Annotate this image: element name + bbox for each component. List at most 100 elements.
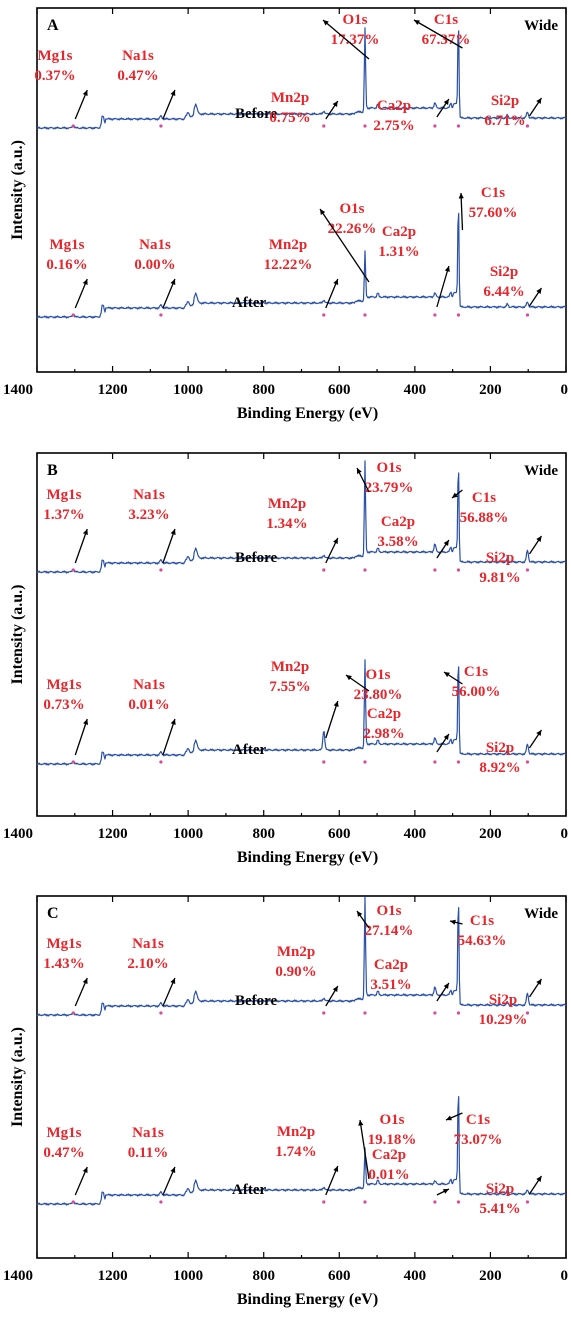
annotation-value: 2.75% [373, 118, 414, 134]
annotation-value: 0.47% [117, 68, 158, 84]
annotation-value: 0.47% [43, 1145, 84, 1161]
annotation-arrowhead [170, 1167, 176, 1173]
series-label-after: After [232, 1182, 266, 1198]
annotation-element: Na1s [133, 487, 165, 503]
x-tick-label: 200 [479, 1268, 502, 1284]
annotation-value: 0.01% [368, 1167, 409, 1183]
annotation-value: 12.22% [264, 257, 313, 273]
annotation-element: Ca2p [367, 706, 401, 722]
annotation-arrowhead [170, 279, 176, 285]
annotation-element: Si2p [489, 992, 517, 1008]
peak-marker [322, 760, 326, 764]
annotation-element: Si2p [486, 550, 514, 566]
annotation-element: C1s [470, 913, 494, 929]
annotation-element: Na1s [132, 1125, 164, 1141]
annotation-value: 17.37% [331, 32, 380, 48]
annotation-arrowhead [346, 675, 352, 681]
annotation-arrowhead [82, 978, 88, 984]
x-tick-label: 1200 [98, 826, 128, 842]
y-axis-title: Intensity (a.u.) [9, 1027, 26, 1127]
annotation-arrowhead [442, 1189, 449, 1194]
annotation-arrowhead [443, 983, 449, 989]
annotation-arrowhead [170, 529, 176, 535]
peak-marker [159, 124, 163, 128]
annotation-arrowhead [444, 672, 450, 678]
annotation-arrowhead [333, 701, 339, 707]
peak-marker [525, 1011, 530, 1015]
annotation-arrow [322, 19, 370, 60]
annotation-element: C1s [466, 1112, 490, 1128]
annotation-arrowhead [443, 99, 449, 105]
annotation-arrowhead [170, 90, 176, 96]
annotation-value: 3.58% [377, 534, 418, 550]
x-axis-title: Binding Energy (eV) [237, 1291, 378, 1308]
annotation-value: 56.00% [452, 684, 501, 700]
peak-marker [71, 1011, 75, 1015]
annotation-arrowhead [458, 193, 464, 199]
peak-marker [456, 313, 461, 317]
annotation-value: 54.63% [458, 933, 507, 949]
peak-marker [159, 313, 163, 317]
peak-marker [322, 313, 326, 317]
annotation-value: 1.37% [43, 507, 84, 523]
annotation-value: 3.23% [128, 507, 169, 523]
annotation-value: 1.43% [43, 956, 84, 972]
peak-marker [71, 313, 75, 317]
annotation-value: 23.80% [354, 687, 403, 703]
annotation-value: 0.16% [46, 257, 87, 273]
peak-marker [159, 568, 163, 572]
annotation-arrowhead [333, 279, 339, 285]
annotation-arrow [325, 700, 339, 739]
spectrum-after [36, 212, 567, 319]
annotation-arrowhead [443, 540, 449, 546]
survey-tag: Wide [524, 906, 558, 922]
spectrum-after [36, 659, 567, 766]
annotation-arrowhead [83, 529, 88, 535]
annotation-element: Ca2p [382, 224, 416, 240]
peak-marker [71, 568, 75, 572]
annotation-element: C1s [434, 12, 458, 28]
x-tick-label: 200 [479, 382, 502, 398]
annotation-element: C1s [481, 185, 505, 201]
annotation-arrow [413, 19, 463, 49]
annotation-value: 56.88% [460, 510, 509, 526]
annotation-element: Ca2p [372, 1147, 406, 1163]
annotation-element: Na1s [133, 677, 165, 693]
annotation-element: Si2p [491, 93, 519, 109]
annotation-value: 2.10% [127, 956, 168, 972]
peak-marker [433, 568, 437, 572]
annotation-arrowhead [536, 536, 542, 542]
annotation-element: Mg1s [50, 237, 85, 253]
annotation-arrow [162, 718, 176, 756]
peak-marker [456, 1200, 461, 1204]
annotation-element: Mg1s [47, 936, 82, 952]
peak-marker [525, 124, 530, 128]
annotation-element: Mg1s [47, 487, 82, 503]
annotation-arrowhead [443, 734, 449, 740]
annotation-element: C1s [472, 490, 496, 506]
annotation-element: Si2p [486, 1181, 514, 1197]
peak-marker [322, 124, 326, 128]
annotation-value: 1.34% [266, 516, 307, 532]
annotation-value: 57.60% [469, 205, 518, 221]
peak-marker [433, 124, 437, 128]
annotation-arrowhead [82, 279, 88, 285]
annotation-value: 1.74% [275, 1144, 316, 1160]
annotation-value: 0.90% [275, 964, 316, 980]
annotation-element: Mg1s [47, 677, 82, 693]
annotation-arrowhead [536, 288, 542, 294]
panel-b: 1400 1200 1000 800 600 400 200 0 Binding Energy … [3, 452, 568, 866]
annotation-arrowhead [444, 266, 450, 272]
annotation-element: Na1s [122, 48, 154, 64]
annotation-value: 27.14% [365, 923, 414, 939]
x-tick-label: 1200 [98, 382, 128, 398]
annotation-arrowhead [332, 101, 338, 107]
spectrum-before [36, 896, 567, 1017]
annotation-element: Mg1s [38, 48, 73, 64]
annotation-value: 0.00% [134, 257, 175, 273]
annotation-element: Ca2p [377, 98, 411, 114]
peak-marker [71, 124, 75, 128]
annotation-arrow [319, 208, 370, 283]
peak-marker [71, 760, 75, 764]
